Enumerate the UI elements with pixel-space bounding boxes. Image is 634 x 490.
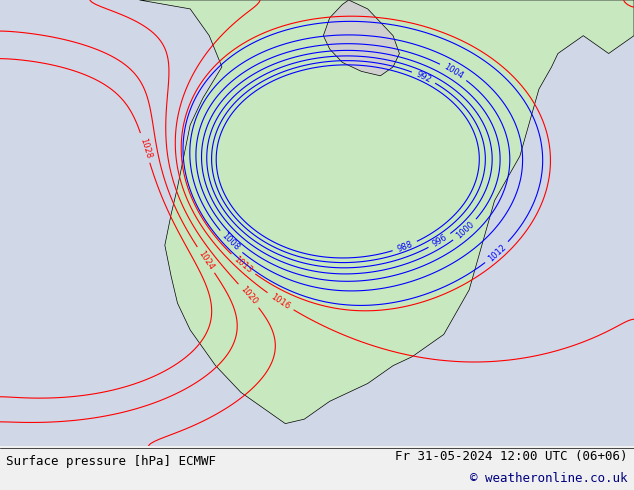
Polygon shape	[323, 0, 399, 76]
Text: 1028: 1028	[138, 136, 153, 159]
Text: © weatheronline.co.uk: © weatheronline.co.uk	[470, 472, 628, 486]
Text: 1024: 1024	[197, 249, 216, 271]
Text: 992: 992	[415, 70, 433, 85]
Text: Surface pressure [hPa] ECMWF: Surface pressure [hPa] ECMWF	[6, 455, 216, 468]
Text: 988: 988	[396, 240, 414, 253]
Text: 1004: 1004	[442, 62, 465, 81]
Text: 1012: 1012	[486, 242, 508, 263]
Text: 1020: 1020	[238, 285, 259, 307]
Text: 1016: 1016	[269, 292, 292, 311]
Polygon shape	[139, 0, 634, 423]
Text: 1008: 1008	[220, 231, 242, 253]
Text: 996: 996	[430, 233, 449, 249]
Text: Fr 31-05-2024 12:00 UTC (06+06): Fr 31-05-2024 12:00 UTC (06+06)	[395, 450, 628, 464]
Text: 1000: 1000	[455, 220, 476, 241]
Text: 1013: 1013	[232, 254, 254, 274]
